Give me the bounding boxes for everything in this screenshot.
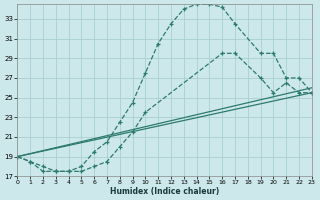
- X-axis label: Humidex (Indice chaleur): Humidex (Indice chaleur): [110, 187, 219, 196]
